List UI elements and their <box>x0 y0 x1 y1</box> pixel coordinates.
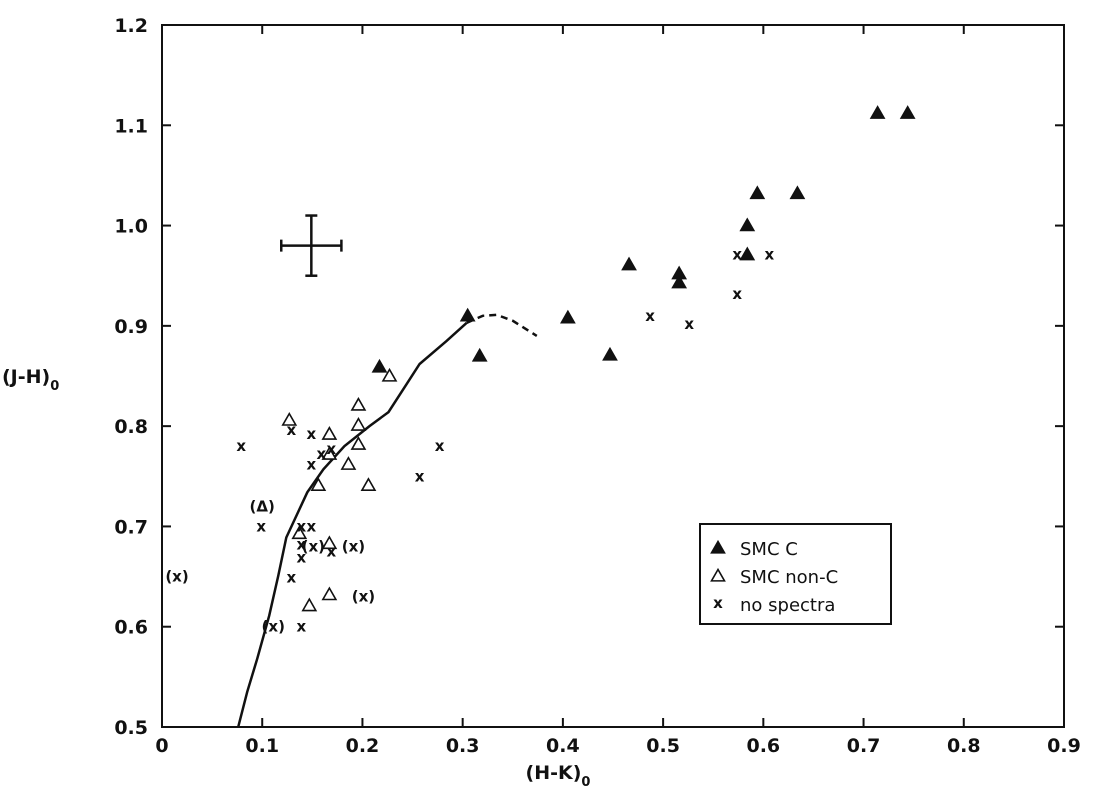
x-axis: 0 0.1 0.2 0.3 0.4 0.5 0.6 0.7 0.8 0.9 <box>155 25 1081 757</box>
y-axis-title: (J-H)0 <box>2 366 59 394</box>
point-smc-non-c <box>321 586 338 601</box>
point-no-spectra: x <box>645 307 655 325</box>
point-no-spectra: x <box>286 569 296 587</box>
x-tick-label: 0.8 <box>947 735 981 757</box>
legend-box <box>699 523 892 625</box>
y-tick-label: 0.9 <box>114 316 148 338</box>
x-tick-label: 0.6 <box>746 735 780 757</box>
point-no-spectra: x <box>765 246 775 264</box>
y-tick-label: 0.6 <box>114 617 148 639</box>
point-smc-non-c <box>301 597 318 612</box>
point-no-spectra: x <box>415 467 425 485</box>
point-no-spectra: x <box>286 421 296 439</box>
point-smc-c <box>789 185 806 200</box>
point-no-spectra: x <box>296 549 306 567</box>
point-no-spectra: x <box>327 440 337 458</box>
point-smc-c <box>371 358 388 373</box>
point-smc-non-c <box>340 456 357 470</box>
x-tick-label: 0.5 <box>646 735 680 757</box>
y-tick-label: 0.7 <box>114 516 148 538</box>
x-tick-label: 0.9 <box>1047 735 1081 757</box>
point-no-spectra: x <box>684 315 694 333</box>
point-smc-non-c <box>321 426 338 440</box>
x-tick-label: 0.7 <box>847 735 881 757</box>
point-smc-non-c <box>321 535 338 550</box>
x-tick-label: 0.2 <box>346 735 380 757</box>
point-smc-c <box>602 346 618 361</box>
x-tick-label: 0 <box>155 735 168 757</box>
point-no-spectra: x <box>732 285 742 303</box>
plot-border <box>161 24 1065 728</box>
point-smc-c <box>471 347 488 362</box>
point-smc-non-c <box>281 412 298 426</box>
point-smc-c <box>560 309 576 324</box>
x-tick-label: 0.4 <box>546 735 580 757</box>
error-bar <box>280 214 343 277</box>
legend: SMC C SMC non-C x no spectra <box>699 523 892 625</box>
point-no-spectra: x <box>306 517 316 535</box>
point-no-spectra: x <box>296 535 306 553</box>
point-smc-c <box>621 256 637 271</box>
point-smc-non-c <box>321 446 338 460</box>
point-no-spectra: x <box>236 437 246 455</box>
point-smc-c <box>739 217 756 232</box>
y-tick-label: 0.5 <box>114 717 148 739</box>
point-no-spectra: x <box>327 543 337 561</box>
x-tick-label: 0.3 <box>446 735 480 757</box>
point-no-spectra: x <box>296 618 306 636</box>
point-uncertain-no-spectra: (x) <box>262 618 285 636</box>
point-smc-c <box>739 246 756 261</box>
point-uncertain-no-spectra: (x) <box>165 568 188 586</box>
plot-frame <box>161 24 1065 728</box>
legend-marker-no-spectra: x <box>713 594 723 612</box>
point-smc-non-c <box>350 436 367 450</box>
point-smc-non-c <box>381 367 398 382</box>
legend-label: SMC C <box>740 539 798 560</box>
point-smc-non-c <box>291 525 308 540</box>
y-tick-label: 0.8 <box>114 416 148 438</box>
point-uncertain-no-spectra: (x) <box>302 537 325 555</box>
point-uncertain-smc-non-c: (Δ) <box>250 497 275 515</box>
y-tick-label: 1.1 <box>114 115 148 137</box>
point-no-spectra: x <box>306 425 316 443</box>
legend-marker-smc-c <box>710 539 726 554</box>
point-no-spectra: x <box>256 517 266 535</box>
curve-dashed <box>466 313 538 337</box>
sequence-curve <box>236 313 538 728</box>
y-axis: 0.5 0.6 0.7 0.8 0.9 1.0 1.1 1.2 <box>114 15 1064 739</box>
point-no-spectra: x <box>732 246 742 264</box>
point-uncertain-no-spectra: (x) <box>342 537 365 555</box>
y-tick-label: 1.2 <box>114 15 148 37</box>
x-axis-title: (H-K)0 <box>526 762 591 790</box>
point-no-spectra: x <box>317 445 327 463</box>
x-tick-label: 0.1 <box>245 735 279 757</box>
point-smc-non-c <box>310 477 327 491</box>
y-tick-label: 1.0 <box>114 216 148 238</box>
point-smc-c <box>899 105 916 119</box>
point-uncertain-no-spectra: (x) <box>352 588 375 606</box>
point-smc-c <box>459 307 476 322</box>
point-smc-c <box>869 105 886 119</box>
curve-solid <box>236 321 468 728</box>
legend-label: SMC non-C <box>740 567 838 588</box>
point-no-spectra: x <box>296 517 306 535</box>
point-no-spectra: x <box>435 437 445 455</box>
point-smc-non-c <box>350 417 367 431</box>
point-no-spectra: x <box>306 455 316 473</box>
legend-label: no spectra <box>740 595 835 616</box>
point-smc-non-c <box>350 396 367 411</box>
legend-marker-smc-non-c <box>710 567 726 582</box>
point-smc-c <box>671 274 688 289</box>
point-smc-c <box>749 185 766 200</box>
point-smc-non-c <box>360 477 377 491</box>
